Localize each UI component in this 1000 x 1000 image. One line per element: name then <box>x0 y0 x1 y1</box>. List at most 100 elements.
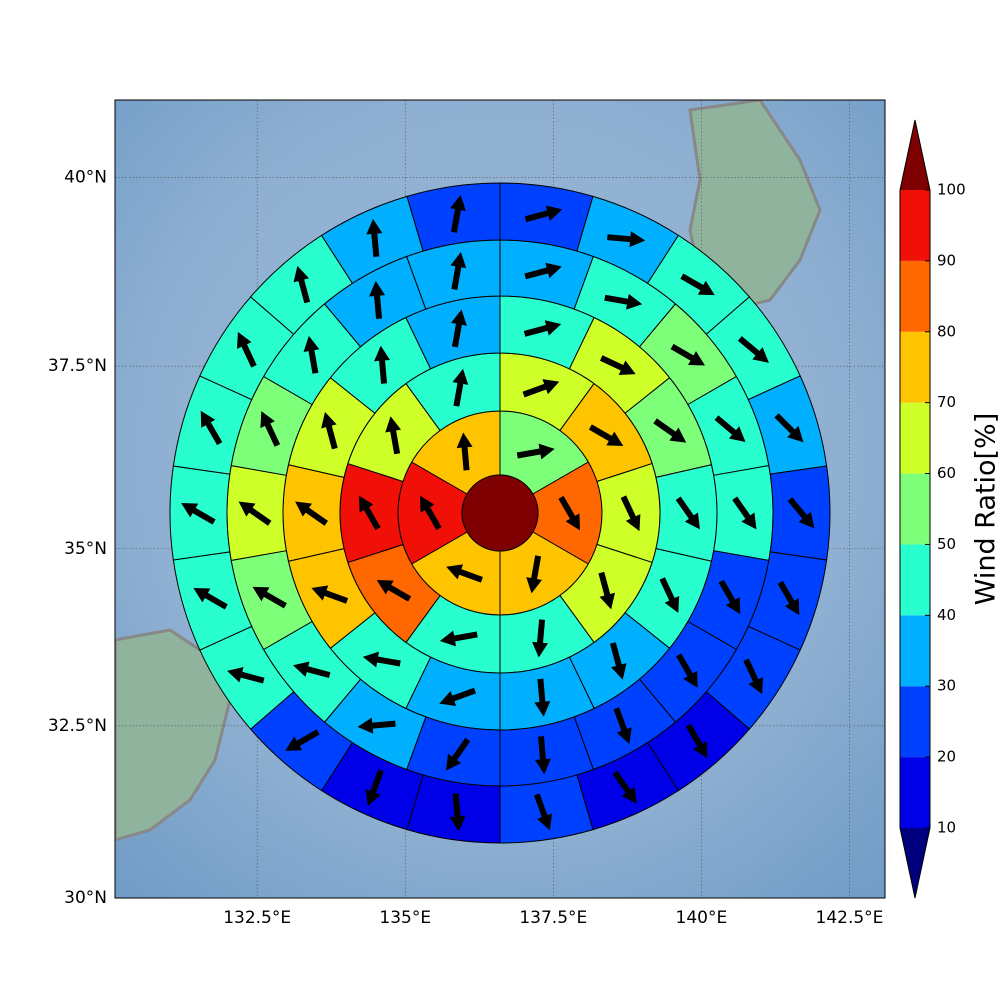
wind-arrow <box>612 770 637 804</box>
wind-arrow <box>450 194 466 233</box>
land <box>688 100 822 312</box>
wind-arrow <box>451 309 467 348</box>
wind-arrow <box>599 355 636 375</box>
colorbar-bin <box>900 190 930 261</box>
wind-arrow <box>456 432 473 471</box>
colorbar-under <box>900 828 930 898</box>
x-tick-label: 140°E <box>676 908 728 928</box>
wind-arrow <box>252 586 287 609</box>
sector <box>406 774 501 844</box>
colorbar-bin <box>900 757 930 828</box>
wind-arrow <box>598 571 616 610</box>
wind-arrow <box>357 717 396 734</box>
wind-arrow <box>452 368 469 407</box>
wind-arrow <box>685 723 708 759</box>
wind-arrow <box>787 497 815 529</box>
y-tick-label: 35°N <box>64 539 107 559</box>
wind-arrow <box>607 231 646 248</box>
wind-arrow <box>523 320 562 337</box>
colorbar-tick-label: 10 <box>937 819 956 837</box>
wind-arrow <box>659 577 680 613</box>
colorbar-tick-label: 40 <box>937 606 956 624</box>
wind-arrow <box>285 729 320 751</box>
x-tick-label: 135°E <box>379 908 431 928</box>
wind-arrow <box>732 496 757 530</box>
wind-arrow <box>369 280 386 320</box>
colorbar-tick-label: 30 <box>937 677 956 695</box>
wind-arrow <box>609 642 627 680</box>
colorbar-tick-label: 20 <box>937 748 956 766</box>
colorbar-bin <box>900 331 930 403</box>
wind-arrow <box>714 415 746 443</box>
colorbar-tick-label: 100 <box>937 181 966 199</box>
wind-arrow <box>588 424 624 447</box>
wind-arrow <box>365 769 384 807</box>
wind-arrow <box>227 666 265 684</box>
colorbar: 10 20 30 40 50 60 70 80 90 100 Wind Ratio[%] <box>899 119 1000 899</box>
wind-arrow <box>613 707 632 744</box>
colorbar-bin <box>900 402 930 474</box>
wind-arrow <box>558 495 580 531</box>
wind-arrow <box>449 793 466 832</box>
colorbar-tick-label: 70 <box>937 393 956 411</box>
y-tick-label: 30°N <box>64 888 107 908</box>
wind-arrow <box>321 411 338 450</box>
wind-arrow <box>238 501 272 526</box>
wind-arrow <box>303 335 320 374</box>
polar-grid <box>169 182 831 844</box>
colorbar-tick-label: 50 <box>937 535 956 553</box>
sector <box>499 182 594 252</box>
y-tick-label: 37.5°N <box>48 356 107 376</box>
wind-arrow <box>737 336 769 363</box>
wind-arrow <box>193 587 228 610</box>
colorbar-bin <box>900 260 930 332</box>
wind-arrow <box>362 651 401 668</box>
wind-arrow <box>359 495 381 531</box>
wind-arrow <box>604 293 643 310</box>
x-tick-label: 142.5°E <box>816 908 884 928</box>
colorbar-bin <box>900 615 930 687</box>
wind-arrow <box>743 658 764 695</box>
wind-arrow <box>526 555 543 594</box>
axes: 132.5°E 135°E 137.5°E 140°E 142.5°E 30°N 32.5°… <box>48 167 884 928</box>
wind-arrow <box>524 205 563 223</box>
wind-arrow <box>522 379 560 398</box>
colorbar-bin <box>900 544 930 616</box>
wind-arrow <box>532 619 549 658</box>
wind-arrow <box>236 331 257 368</box>
wind-arrow <box>675 496 700 530</box>
colorbar-bin <box>900 473 930 545</box>
center-disk <box>461 474 539 552</box>
wind-arrow <box>620 495 641 532</box>
wind-arrow <box>293 661 331 679</box>
sector <box>499 774 594 844</box>
x-tick-label: 137.5°E <box>519 908 587 928</box>
x-tick-label: 132.5°E <box>223 908 291 928</box>
wind-arrow <box>653 418 687 443</box>
wind-arrow <box>295 501 328 526</box>
wind-arrow <box>376 579 412 602</box>
y-tick-label: 32.5°N <box>48 716 107 736</box>
wind-arrow <box>676 653 698 688</box>
colorbar-tick-label: 60 <box>937 464 956 482</box>
colorbar-tick-label: 80 <box>937 322 956 340</box>
wind-arrow <box>374 345 391 384</box>
y-tick-label: 40°N <box>64 167 107 187</box>
colorbar-tick-label: 90 <box>937 251 956 269</box>
wind-arrow <box>534 678 551 717</box>
wind-arrow <box>524 262 562 280</box>
wind-arrow <box>311 585 349 604</box>
wind-arrow <box>680 273 715 296</box>
land <box>115 628 232 842</box>
wind-arrow <box>293 265 311 304</box>
wind-arrow <box>200 410 223 446</box>
wind-arrow <box>181 503 216 525</box>
colorbar-bin <box>900 686 930 758</box>
wind-arrow <box>718 579 741 615</box>
wind-arrow <box>670 343 706 366</box>
wind-arrow <box>533 793 553 831</box>
wind-arrow <box>439 630 478 647</box>
wind-arrow <box>260 411 281 447</box>
wind-arrow <box>420 495 442 531</box>
